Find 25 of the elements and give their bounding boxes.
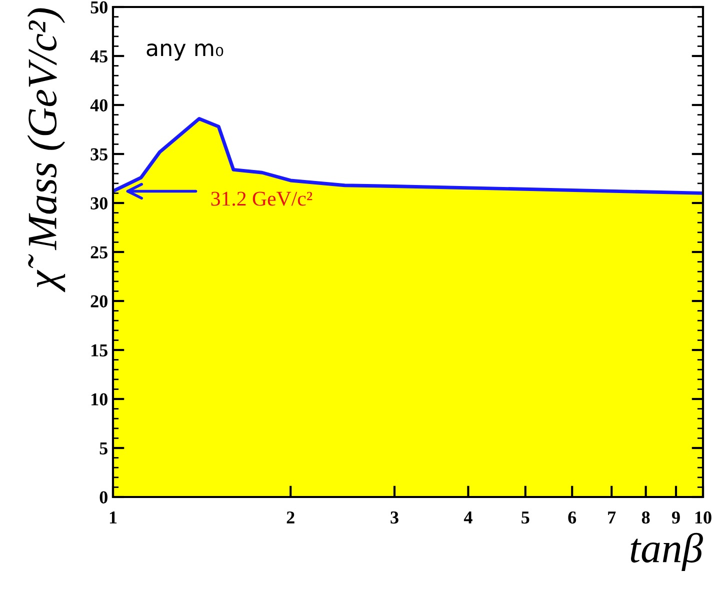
x-tick-label: 10 [695,511,712,524]
x-axis-title: tanβ [630,532,703,572]
y-tick-label: 35 [90,148,108,160]
x-tick-label: 1 [110,512,117,524]
x-tick-label: 7 [608,512,616,524]
y-tick-label: 25 [90,246,108,258]
y-tick-label: 15 [92,344,108,356]
annotation: any m₀ [146,44,224,61]
y-tick-label: 40 [90,99,108,112]
y-tick-label: 20 [90,295,108,308]
x-tick-label: 9 [672,511,680,524]
x-tick-label: 8 [642,511,650,524]
y-tick-label: 30 [90,197,108,210]
annotation: 31.2 GeV/c² [211,192,312,206]
x-tick-label: 4 [464,512,472,524]
y-tick-label: 0 [100,491,108,504]
y-tick-label: 45 [90,50,108,62]
y-tick-label: 50 [90,1,108,14]
x-tick-label: 2 [286,511,294,524]
x-tick-label: 5 [522,512,530,524]
y-tick-label: 10 [92,393,108,406]
y-axis-title: χ̃ Mass (GeV/c²) [27,8,66,292]
x-tick-label: 3 [390,511,398,524]
y-tick-label: 5 [100,442,108,454]
x-tick-label: 6 [568,511,576,524]
